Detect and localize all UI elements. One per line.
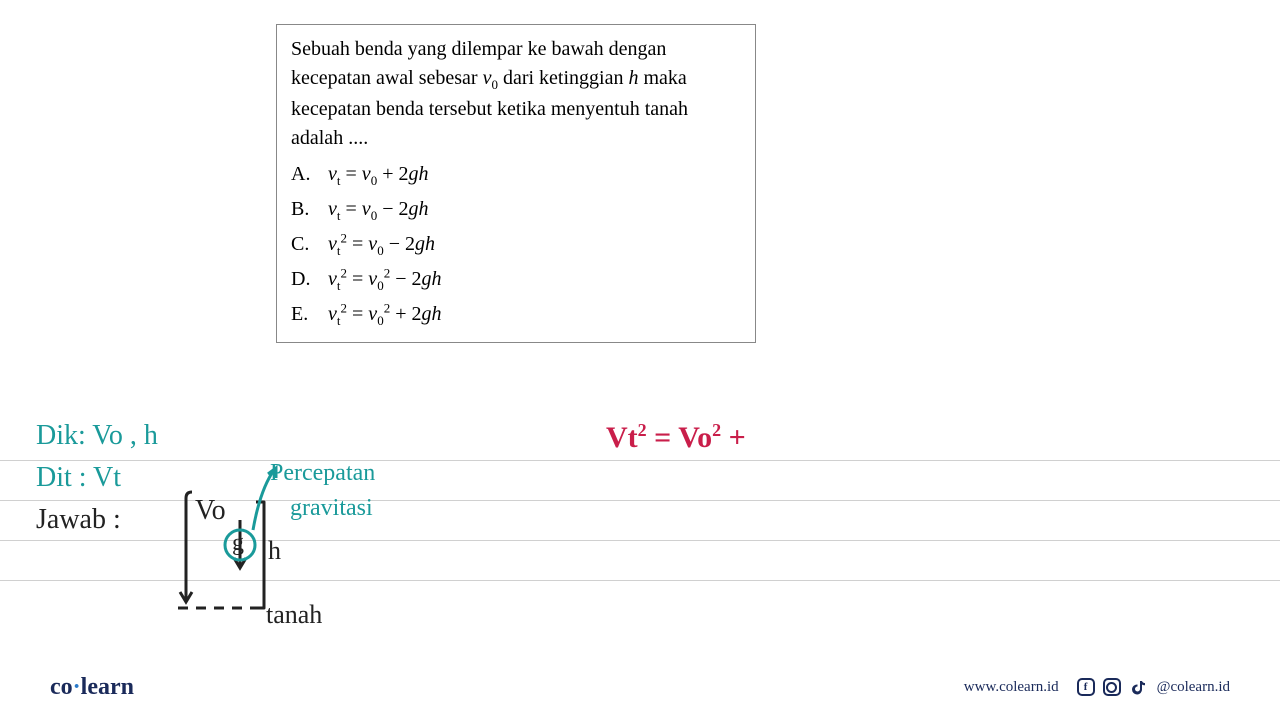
footer-social: f @colearn.id (1077, 677, 1230, 697)
question-box: Sebuah benda yang dilempar ke bawah deng… (276, 24, 756, 343)
instagram-icon (1103, 678, 1121, 696)
q-line3: kecepatan benda tersebut ketika menyentu… (291, 98, 688, 120)
q-line1: Sebuah benda yang dilempar ke bawah deng… (291, 38, 666, 60)
opt-label: C. (291, 227, 323, 261)
question-text: Sebuah benda yang dilempar ke bawah deng… (291, 35, 741, 153)
hw-g: g (232, 530, 244, 557)
footer-right: www.colearn.id f @colearn.id (964, 677, 1230, 697)
social-handle: @colearn.id (1157, 679, 1230, 696)
opt-label: A. (291, 157, 323, 191)
rule-line (0, 460, 1280, 461)
hw-percepatan: Percepatan (270, 460, 375, 487)
option-a: A. vt = v0 + 2gh (291, 157, 741, 192)
q-line4: adalah .... (291, 127, 368, 149)
opt-label: B. (291, 192, 323, 226)
rule-line (0, 500, 1280, 501)
hw-formula: Vt2 = Vo2 + (606, 420, 746, 455)
hw-dit: Dit : Vt (36, 462, 121, 494)
footer-url: www.colearn.id (964, 679, 1059, 696)
hw-h: h (268, 536, 281, 566)
option-b: B. vt = v0 − 2gh (291, 192, 741, 227)
footer: co·learn www.colearn.id f @colearn.id (0, 672, 1280, 702)
q-line2-pre: kecepatan awal sebesar (291, 67, 483, 89)
brand-logo: co·learn (50, 674, 134, 701)
hw-dik: Dik: Vo , h (36, 420, 158, 452)
tiktok-icon (1129, 677, 1149, 697)
options-list: A. vt = v0 + 2gh B. vt = v0 − 2gh C. vt2… (291, 157, 741, 332)
logo-dot: · (73, 674, 81, 700)
rule-line (0, 540, 1280, 541)
facebook-icon: f (1077, 678, 1095, 696)
option-c: C. vt2 = v0 − 2gh (291, 227, 741, 262)
q-h: h (628, 67, 638, 89)
hw-vo: Vo (195, 495, 226, 527)
option-e: E. vt2 = v02 + 2gh (291, 297, 741, 332)
q-line2-post: maka (638, 67, 686, 89)
rule-line (0, 580, 1280, 581)
option-d: D. vt2 = v02 − 2gh (291, 262, 741, 297)
hw-gravitasi: gravitasi (290, 495, 373, 522)
q-line2-mid: dari ketinggian (498, 67, 629, 89)
hw-tanah: tanah (266, 600, 322, 630)
opt-label: E. (291, 297, 323, 331)
opt-label: D. (291, 262, 323, 296)
hw-jawab: Jawab : (36, 504, 121, 536)
